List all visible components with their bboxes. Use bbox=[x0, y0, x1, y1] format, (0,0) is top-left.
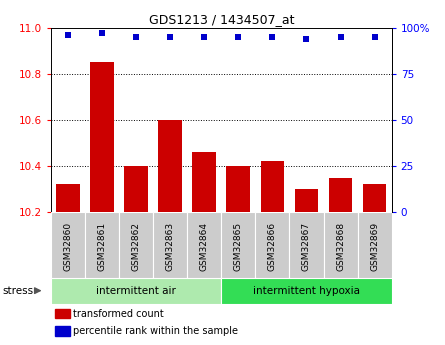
Point bbox=[65, 32, 72, 38]
Bar bbox=[56, 185, 80, 212]
Bar bbox=[290, 212, 324, 278]
Bar bbox=[187, 212, 222, 278]
Text: GSM32866: GSM32866 bbox=[268, 222, 277, 271]
Title: GDS1213 / 1434507_at: GDS1213 / 1434507_at bbox=[149, 13, 294, 27]
Bar bbox=[153, 212, 187, 278]
Bar bbox=[222, 212, 255, 278]
Bar bbox=[192, 152, 216, 212]
Bar bbox=[295, 189, 319, 212]
Text: transformed count: transformed count bbox=[73, 309, 164, 318]
Bar bbox=[324, 212, 358, 278]
Bar bbox=[85, 212, 119, 278]
Text: GSM32867: GSM32867 bbox=[302, 222, 311, 271]
Text: GSM32863: GSM32863 bbox=[166, 222, 175, 271]
Text: stress: stress bbox=[2, 286, 33, 296]
Text: intermittent hypoxia: intermittent hypoxia bbox=[253, 286, 360, 296]
Text: GSM32864: GSM32864 bbox=[200, 222, 209, 271]
Bar bbox=[227, 166, 251, 212]
Point bbox=[337, 34, 344, 40]
Text: GSM32869: GSM32869 bbox=[370, 222, 379, 271]
Text: intermittent air: intermittent air bbox=[97, 286, 176, 296]
Point bbox=[303, 36, 310, 41]
Bar bbox=[119, 212, 153, 278]
Point bbox=[235, 34, 242, 40]
Text: GSM32860: GSM32860 bbox=[64, 222, 73, 271]
Text: GSM32862: GSM32862 bbox=[132, 222, 141, 271]
Bar bbox=[90, 62, 114, 212]
Bar bbox=[328, 178, 352, 212]
Bar bbox=[260, 161, 284, 212]
Bar bbox=[363, 185, 387, 212]
Bar bbox=[255, 212, 290, 278]
Bar bbox=[158, 120, 182, 212]
Bar bbox=[124, 166, 148, 212]
Bar bbox=[51, 278, 222, 304]
Bar bbox=[55, 326, 70, 336]
Point bbox=[201, 34, 208, 40]
Text: percentile rank within the sample: percentile rank within the sample bbox=[73, 326, 239, 336]
Bar bbox=[55, 309, 70, 318]
Point bbox=[133, 34, 140, 40]
Text: GSM32868: GSM32868 bbox=[336, 222, 345, 271]
Point bbox=[371, 34, 378, 40]
Point bbox=[99, 30, 106, 36]
Bar bbox=[222, 278, 392, 304]
Text: GSM32865: GSM32865 bbox=[234, 222, 243, 271]
Point bbox=[167, 34, 174, 40]
Text: GSM32861: GSM32861 bbox=[98, 222, 107, 271]
Point bbox=[269, 34, 276, 40]
Bar bbox=[358, 212, 392, 278]
Bar bbox=[51, 212, 85, 278]
